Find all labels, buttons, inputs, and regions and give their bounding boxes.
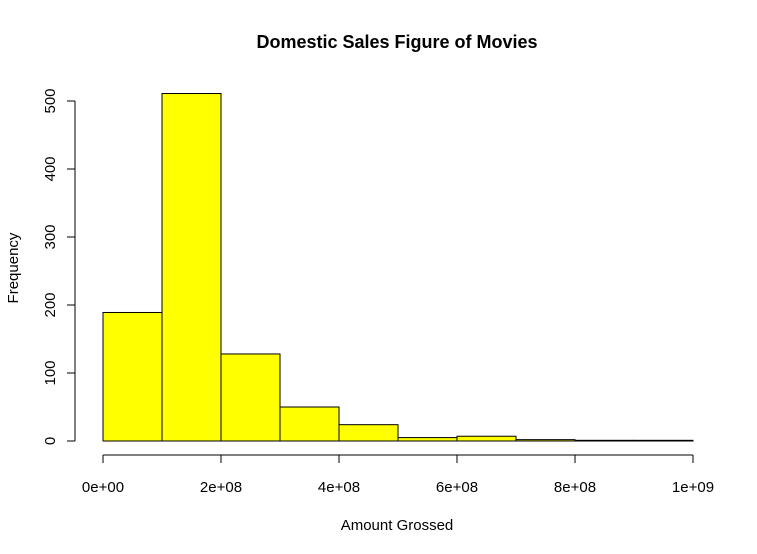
y-tick-label: 0 — [42, 437, 59, 445]
histogram-bar-8 — [574, 439, 635, 442]
y-tick-label: 500 — [42, 88, 59, 113]
chart-title: Domestic Sales Figure of Movies — [256, 32, 537, 52]
histogram-bar-7 — [515, 439, 576, 442]
bars-group — [102, 93, 694, 442]
histogram-bar-0 — [102, 311, 163, 442]
y-tick-label: 400 — [42, 156, 59, 181]
x-axis-label: Amount Grossed — [341, 517, 454, 534]
x-tick-label: 0e+00 — [82, 479, 124, 496]
histogram-bar-5 — [397, 437, 458, 442]
y-tick-label: 100 — [42, 360, 59, 385]
y-axis-label: Frequency — [5, 232, 22, 303]
histogram-bar-3 — [279, 406, 340, 442]
x-tick-label: 4e+08 — [318, 479, 360, 496]
y-tick-label: 300 — [42, 224, 59, 249]
x-axis: 0e+00 2e+08 4e+08 6e+08 8e+08 1e+09 — [82, 454, 714, 496]
y-axis: 0 100 200 300 400 500 — [42, 88, 76, 445]
x-tick-label: 2e+08 — [200, 479, 242, 496]
histogram-bar-2 — [220, 353, 281, 442]
histogram-bar-9 — [633, 439, 694, 442]
y-tick-label: 200 — [42, 292, 59, 317]
histogram-bar-4 — [338, 424, 399, 442]
histogram-bar-6 — [456, 435, 517, 442]
x-tick-label: 1e+09 — [672, 479, 714, 496]
x-tick-label: 6e+08 — [436, 479, 478, 496]
histogram-bar-1 — [161, 93, 222, 442]
x-tick-label: 8e+08 — [554, 479, 596, 496]
